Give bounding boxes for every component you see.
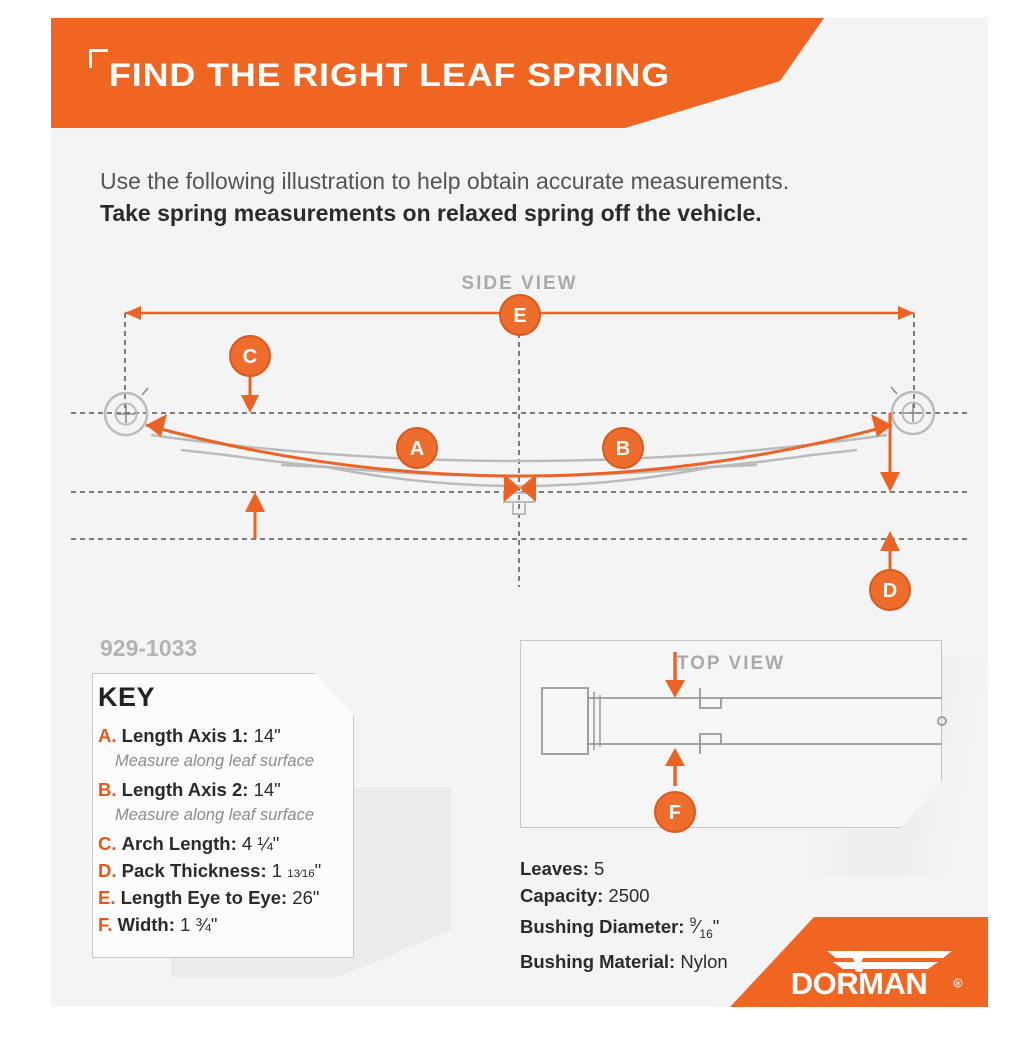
svg-text:E: E	[513, 305, 526, 327]
svg-text:D: D	[883, 580, 897, 602]
svg-text:B: B	[616, 438, 630, 460]
svg-text:A: A	[410, 438, 424, 460]
svg-text:DORMAN: DORMAN	[791, 966, 928, 1001]
svg-text:F: F	[669, 802, 681, 824]
svg-text:R: R	[956, 982, 960, 988]
svg-text:C: C	[243, 346, 257, 368]
